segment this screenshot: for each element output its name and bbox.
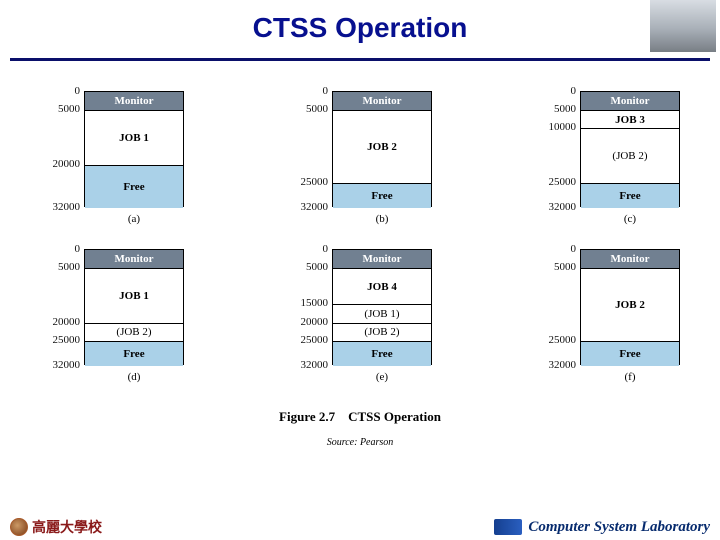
memory-segment: JOB 2 [333, 110, 431, 183]
panel-row: 050002000032000MonitorJOB 1Free(a)050002… [40, 91, 680, 225]
caption-figure-title: CTSS Operation [348, 409, 441, 424]
memory-segment: JOB 1 [85, 110, 183, 164]
memory-panel-c: 05000100002500032000MonitorJOB 3(JOB 2)F… [536, 91, 680, 225]
tick-label: 32000 [549, 359, 577, 371]
memory-segment: Monitor [333, 92, 431, 110]
tick-column: 050002500032000 [288, 91, 332, 207]
bar-wrap: MonitorJOB 2Free (b) [332, 91, 432, 225]
memory-segment: JOB 1 [85, 268, 183, 322]
tick-label: 32000 [301, 359, 329, 371]
lab-logo-icon [494, 519, 522, 535]
panel-sublabel: (c) [624, 213, 636, 225]
figure-caption: Figure 2.7 CTSS Operation [40, 409, 680, 425]
tick-label: 5000 [554, 103, 576, 115]
tick-label: 0 [323, 85, 329, 97]
source-credit: Source: Pearson [40, 437, 680, 448]
tick-label: 5000 [58, 261, 80, 273]
tick-column: 05000100002500032000 [536, 91, 580, 207]
tick-column: 050002000032000 [40, 91, 84, 207]
memory-segment: Free [581, 341, 679, 366]
caption-figure-number: Figure 2.7 [279, 409, 335, 424]
tick-label: 32000 [301, 201, 329, 213]
memory-segment: Free [333, 341, 431, 366]
memory-segment: (JOB 2) [85, 323, 183, 341]
tick-label: 5000 [58, 103, 80, 115]
slide-footer: 高麗大學校 Computer System Laboratory [0, 514, 720, 540]
memory-segment: Monitor [581, 92, 679, 110]
memory-panel-d: 05000200002500032000MonitorJOB 1(JOB 2)F… [40, 249, 184, 383]
memory-bar: MonitorJOB 3(JOB 2)Free [580, 91, 680, 207]
panel-sublabel: (a) [128, 213, 140, 225]
memory-segment: Free [85, 165, 183, 209]
memory-segment: Monitor [85, 250, 183, 268]
bar-wrap: MonitorJOB 2Free (f) [580, 249, 680, 383]
tick-label: 25000 [301, 176, 329, 188]
memory-segment: Monitor [333, 250, 431, 268]
footer-university-label: 高麗大學校 [32, 517, 102, 537]
tick-label: 10000 [549, 121, 577, 133]
tick-label: 32000 [549, 201, 577, 213]
tick-label: 25000 [549, 176, 577, 188]
bar-wrap: MonitorJOB 1Free (a) [84, 91, 184, 225]
tick-label: 5000 [306, 103, 328, 115]
memory-bar: MonitorJOB 1(JOB 2)Free [84, 249, 184, 365]
memory-bar: MonitorJOB 2Free [332, 91, 432, 207]
tick-label: 0 [571, 85, 577, 97]
tick-label: 32000 [53, 201, 81, 213]
tick-label: 15000 [301, 297, 329, 309]
memory-segment: JOB 4 [333, 268, 431, 304]
memory-segment: Free [85, 341, 183, 366]
memory-segment: (JOB 1) [333, 304, 431, 322]
tick-label: 0 [75, 243, 81, 255]
panel-grid: 050002000032000MonitorJOB 1Free(a)050002… [40, 91, 680, 383]
memory-segment: (JOB 2) [581, 128, 679, 182]
panel-row: 05000200002500032000MonitorJOB 1(JOB 2)F… [40, 249, 680, 383]
memory-segment: Monitor [581, 250, 679, 268]
tick-label: 5000 [554, 261, 576, 273]
tick-label: 0 [323, 243, 329, 255]
memory-panel-b: 050002500032000MonitorJOB 2Free(b) [288, 91, 432, 225]
memory-panel-f: 050002500032000MonitorJOB 2Free(f) [536, 249, 680, 383]
tick-label: 32000 [53, 359, 81, 371]
tick-label: 25000 [53, 334, 81, 346]
memory-segment: Monitor [85, 92, 183, 110]
bar-wrap: MonitorJOB 3(JOB 2)Free (c) [580, 91, 680, 225]
panel-sublabel: (d) [128, 371, 141, 383]
memory-segment: Free [333, 183, 431, 208]
footer-lab-label: Computer System Laboratory [528, 519, 710, 536]
memory-bar: MonitorJOB 1Free [84, 91, 184, 207]
tick-label: 20000 [301, 316, 329, 328]
figure-area: 050002000032000MonitorJOB 1Free(a)050002… [0, 61, 720, 448]
footer-lab: Computer System Laboratory [494, 519, 710, 536]
memory-segment: JOB 3 [581, 110, 679, 128]
slide-title: CTSS Operation [0, 12, 720, 44]
memory-segment: (JOB 2) [333, 323, 431, 341]
bar-wrap: MonitorJOB 4(JOB 1)(JOB 2)Free (e) [332, 249, 432, 383]
tick-label: 25000 [549, 334, 577, 346]
tick-column: 05000200002500032000 [40, 249, 84, 365]
header-building-photo [650, 0, 716, 52]
university-logo-icon [10, 518, 28, 536]
tick-column: 0500015000200002500032000 [288, 249, 332, 365]
bar-wrap: MonitorJOB 1(JOB 2)Free (d) [84, 249, 184, 383]
tick-label: 20000 [53, 158, 81, 170]
memory-bar: MonitorJOB 2Free [580, 249, 680, 365]
memory-segment: Free [581, 183, 679, 208]
tick-label: 0 [75, 85, 81, 97]
tick-label: 25000 [301, 334, 329, 346]
memory-panel-a: 050002000032000MonitorJOB 1Free(a) [40, 91, 184, 225]
slide-header: CTSS Operation [0, 0, 720, 58]
panel-sublabel: (e) [376, 371, 388, 383]
tick-label: 20000 [53, 316, 81, 328]
panel-sublabel: (b) [376, 213, 389, 225]
tick-column: 050002500032000 [536, 249, 580, 365]
footer-university: 高麗大學校 [10, 517, 102, 537]
tick-label: 0 [571, 243, 577, 255]
memory-segment: JOB 2 [581, 268, 679, 341]
panel-sublabel: (f) [625, 371, 636, 383]
memory-bar: MonitorJOB 4(JOB 1)(JOB 2)Free [332, 249, 432, 365]
tick-label: 5000 [306, 261, 328, 273]
memory-panel-e: 0500015000200002500032000MonitorJOB 4(JO… [288, 249, 432, 383]
